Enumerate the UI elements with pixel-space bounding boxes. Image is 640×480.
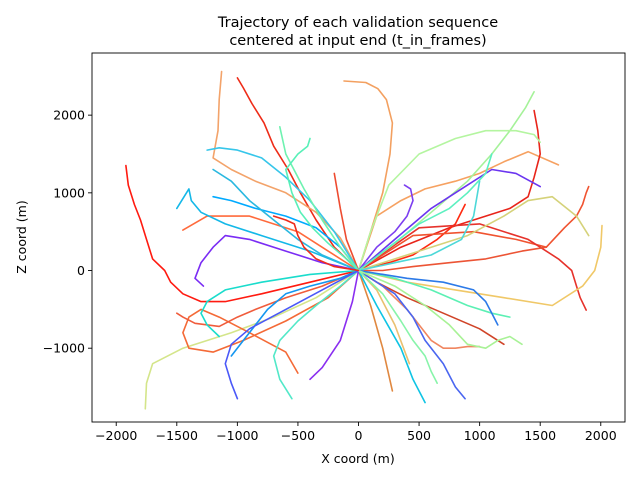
x-tick-label: −500: [281, 428, 315, 443]
trajectory-line-16: [357, 269, 394, 392]
trajectory-line-10: [357, 246, 548, 272]
trajectory-line-29: [212, 168, 360, 272]
trajectory-line-18: [182, 269, 360, 374]
x-tick-label: −1000: [216, 428, 258, 443]
plot-frame: [91, 52, 626, 423]
trajectory-line-4: [357, 150, 560, 272]
trajectory-line-6: [357, 109, 542, 272]
trajectory-line-15: [144, 269, 360, 410]
trajectory-line-32: [357, 269, 426, 404]
y-tick-label: 2000: [53, 108, 85, 123]
chart-title-line-1: Trajectory of each validation sequence: [217, 15, 498, 31]
x-tick-label: 0: [355, 428, 363, 443]
trajectory-line-19: [176, 269, 360, 328]
x-tick-label: 1500: [524, 428, 556, 443]
trajectory-line-8: [357, 185, 590, 272]
trajectory-line-25: [230, 269, 360, 357]
trajectory-line-28: [200, 269, 360, 338]
trajectory-line-2: [236, 77, 360, 272]
x-axis-label: X coord (m): [321, 451, 394, 466]
chart-title-line-2: centered at input end (t_in_frames): [229, 33, 486, 49]
x-tick-label: −2000: [95, 428, 137, 443]
trajectory-line-31: [272, 269, 360, 400]
trajectory-line-9: [357, 223, 588, 311]
y-tick-label: −1000: [43, 341, 85, 356]
trajectory-line-36: [357, 184, 414, 272]
trajectory-line-12: [357, 195, 590, 272]
trajectory-line-37: [309, 269, 360, 381]
trajectory-line-14: [357, 129, 542, 272]
trajectory-line-1: [125, 164, 360, 303]
trajectory-line-43: [357, 269, 499, 326]
trajectory-line-46: [272, 215, 360, 272]
series-group: [125, 70, 603, 410]
x-tick-label: −1500: [156, 428, 198, 443]
trajectory-line-24: [357, 269, 466, 400]
trajectory-line-20: [333, 172, 360, 272]
trajectory-line-44: [357, 269, 439, 385]
trajectory-line-5: [343, 80, 394, 272]
trajectory-line-34: [194, 234, 360, 287]
trajectory-line-45: [357, 269, 523, 350]
x-tick-label: 1000: [464, 428, 496, 443]
trajectory-line-27: [176, 188, 360, 272]
trajectory-line-17: [182, 215, 360, 272]
trajectory-line-41: [278, 126, 360, 272]
x-tick-label: 2000: [585, 428, 617, 443]
trajectory-line-33: [224, 269, 360, 400]
y-tick-label: 1000: [53, 185, 85, 200]
trajectory-line-40: [357, 153, 493, 272]
plot-area: −2000 −1500 −1000 −500 0 500 1000 1500 2000 −1000…: [43, 52, 626, 443]
x-tick-label: 500: [407, 428, 431, 443]
y-tick-label: 0: [77, 263, 85, 278]
trajectory-line-39: [357, 180, 481, 272]
trajectory-line-11: [357, 224, 603, 307]
trajectory-line-42: [284, 137, 360, 272]
trajectory-line-30: [206, 147, 360, 272]
y-axis-label: Z coord (m): [14, 200, 29, 273]
trajectory-line-7: [357, 203, 466, 272]
trajectory-line-22: [357, 269, 481, 350]
trajectory-line-38: [357, 269, 511, 318]
trajectory-line-35: [357, 168, 542, 272]
